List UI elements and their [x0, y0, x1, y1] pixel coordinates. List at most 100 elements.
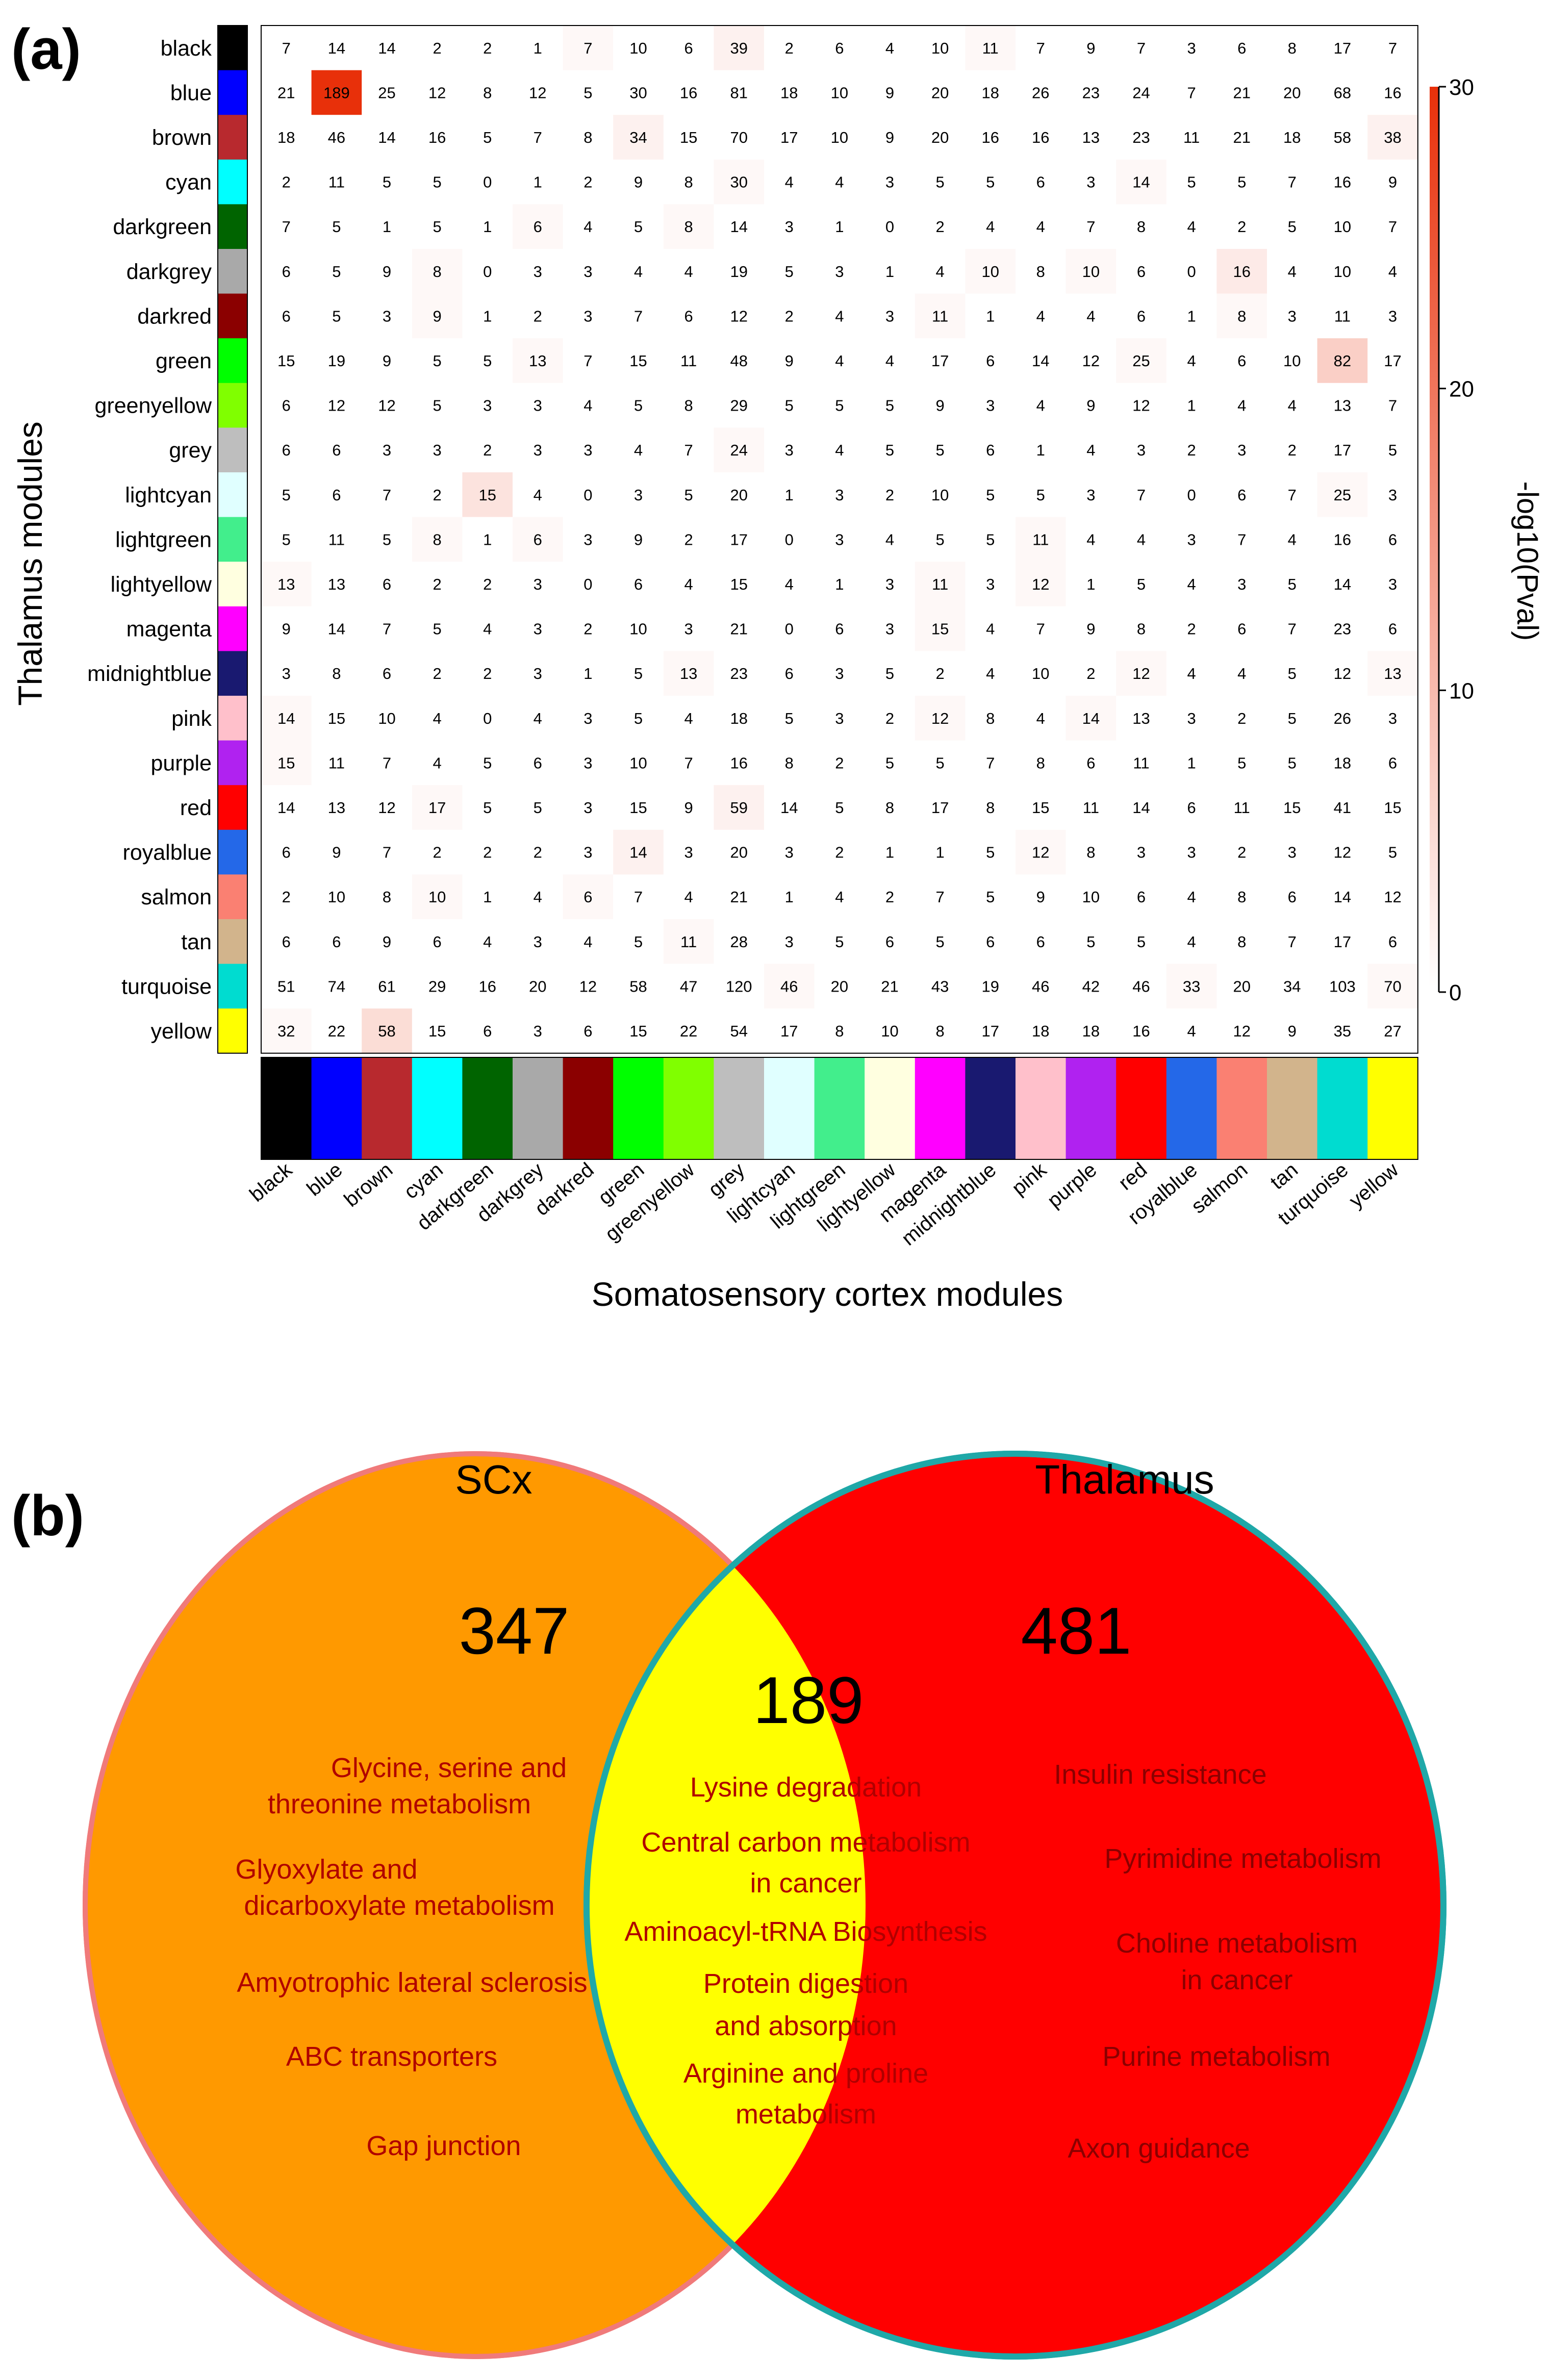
- heatmap-cell: [965, 159, 1016, 205]
- heatmap-cell: [1317, 472, 1368, 518]
- heatmap-cell: [1116, 204, 1167, 249]
- heatmap-cell-value: 6: [534, 754, 542, 772]
- heatmap-cell: [563, 204, 614, 249]
- heatmap-cell-value: 9: [383, 263, 391, 281]
- heatmap-cell-value: 8: [1036, 263, 1045, 281]
- heatmap-cell-value: 15: [328, 710, 345, 727]
- row-label: tan: [181, 930, 212, 954]
- heatmap-cell: [1267, 829, 1318, 875]
- heatmap-cell: [865, 517, 916, 562]
- heatmap-cell-value: 1: [1187, 754, 1196, 772]
- heatmap-cell: [1166, 829, 1217, 875]
- col-color-swatch: [1065, 1057, 1116, 1159]
- row-label: darkgreen: [113, 215, 212, 239]
- heatmap-cell-value: 47: [680, 977, 697, 995]
- panel-a-label: (a): [11, 17, 81, 81]
- heatmap-cell-value: 61: [378, 977, 395, 995]
- heatmap-cell: [764, 1008, 815, 1054]
- heatmap-cell-value: 3: [1388, 710, 1397, 727]
- col-color-swatch: [865, 1057, 916, 1159]
- heatmap-cell: [764, 338, 815, 384]
- heatmap-cell: [1065, 115, 1116, 160]
- heatmap-cell: [362, 338, 413, 384]
- heatmap-cell: [311, 472, 362, 518]
- heatmap-cell: [1016, 964, 1067, 1009]
- heatmap-cell-value: 3: [1086, 173, 1095, 191]
- venn-term-intersection: Aminoacyl-tRNA Biosynthesis: [624, 1916, 987, 1947]
- heatmap-cell-value: 11: [328, 530, 345, 548]
- heatmap-cell: [663, 696, 714, 741]
- heatmap-cell-value: 6: [986, 933, 995, 951]
- heatmap-cell-value: 5: [1288, 575, 1297, 593]
- heatmap-cell: [513, 249, 564, 294]
- heatmap-cell: [1367, 293, 1418, 339]
- heatmap-cell-value: 5: [1086, 933, 1095, 951]
- heatmap-cell: [462, 651, 513, 696]
- row-label: red: [180, 796, 212, 820]
- heatmap-cell: [311, 204, 362, 249]
- heatmap-cell-value: 5: [634, 397, 643, 415]
- heatmap-cell-value: 0: [483, 173, 492, 191]
- heatmap-cell: [513, 159, 564, 205]
- heatmap-cell-value: 6: [483, 1022, 492, 1040]
- heatmap-cell-value: 12: [1032, 575, 1049, 593]
- heatmap-cell-value: 6: [1388, 620, 1397, 638]
- heatmap-cell-value: 6: [332, 933, 341, 951]
- heatmap-cell-value: 5: [1036, 486, 1045, 504]
- heatmap-cell-value: 17: [931, 352, 949, 370]
- heatmap-cell-value: 14: [1082, 710, 1100, 727]
- heatmap-cell: [965, 740, 1016, 786]
- venn-term-scx: threonine metabolism: [268, 1789, 531, 1819]
- row-label: cyan: [165, 170, 212, 195]
- heatmap-cell: [412, 249, 463, 294]
- row-color-swatch: [218, 159, 247, 205]
- heatmap-cell-value: 11: [1133, 754, 1149, 772]
- heatmap-cell: [1216, 696, 1267, 741]
- row-color-swatch: [218, 1008, 247, 1054]
- heatmap-cell: [663, 829, 714, 875]
- heatmap-cell-value: 17: [780, 1022, 798, 1040]
- heatmap-cell-value: 2: [1237, 710, 1246, 727]
- heatmap-cell: [714, 740, 765, 786]
- heatmap-cell: [563, 472, 614, 518]
- heatmap-cell: [915, 517, 966, 562]
- heatmap-cell: [1166, 562, 1217, 607]
- heatmap-cell-value: 8: [433, 530, 441, 548]
- heatmap-cell-value: 16: [1334, 530, 1351, 548]
- heatmap-cell: [965, 70, 1016, 115]
- heatmap-cell: [1116, 293, 1167, 339]
- heatmap-cell-value: 54: [730, 1022, 747, 1040]
- heatmap-cell-value: 3: [1137, 441, 1146, 459]
- heatmap-cell: [915, 785, 966, 830]
- heatmap-cell: [1317, 427, 1368, 473]
- heatmap-cell-value: 6: [282, 933, 291, 951]
- heatmap-cell: [513, 1008, 564, 1054]
- heatmap-cell-value: 20: [1233, 977, 1250, 995]
- heatmap-cell-value: 11: [680, 933, 697, 951]
- heatmap-cell-value: 58: [629, 977, 647, 995]
- heatmap-cell-value: 12: [529, 84, 546, 102]
- heatmap-cell-value: 1: [483, 888, 492, 906]
- col-color-swatch: [764, 1057, 815, 1159]
- row-color-swatch: [218, 383, 247, 428]
- heatmap-cell-value: 81: [730, 84, 747, 102]
- heatmap-cell: [764, 651, 815, 696]
- heatmap-cell-value: 14: [378, 129, 395, 146]
- heatmap-cell-value: 10: [328, 888, 345, 906]
- heatmap-cell: [1216, 919, 1267, 965]
- heatmap-cell-value: 3: [785, 844, 794, 862]
- heatmap-cell-value: 2: [935, 218, 944, 236]
- heatmap-cell-value: 3: [483, 397, 492, 415]
- heatmap-cell: [1367, 115, 1418, 160]
- heatmap-cell-value: 10: [931, 486, 949, 504]
- heatmap-cell: [1317, 249, 1368, 294]
- heatmap-cell: [563, 785, 614, 830]
- heatmap-cell-value: 0: [483, 263, 492, 281]
- heatmap-cell-value: 4: [1036, 307, 1045, 325]
- heatmap-cell: [1216, 293, 1267, 339]
- heatmap-cell-value: 2: [583, 173, 592, 191]
- heatmap-cell: [362, 383, 413, 428]
- heatmap-cell-value: 2: [885, 710, 894, 727]
- heatmap-cell-value: 20: [1283, 84, 1301, 102]
- heatmap-cell: [1216, 70, 1267, 115]
